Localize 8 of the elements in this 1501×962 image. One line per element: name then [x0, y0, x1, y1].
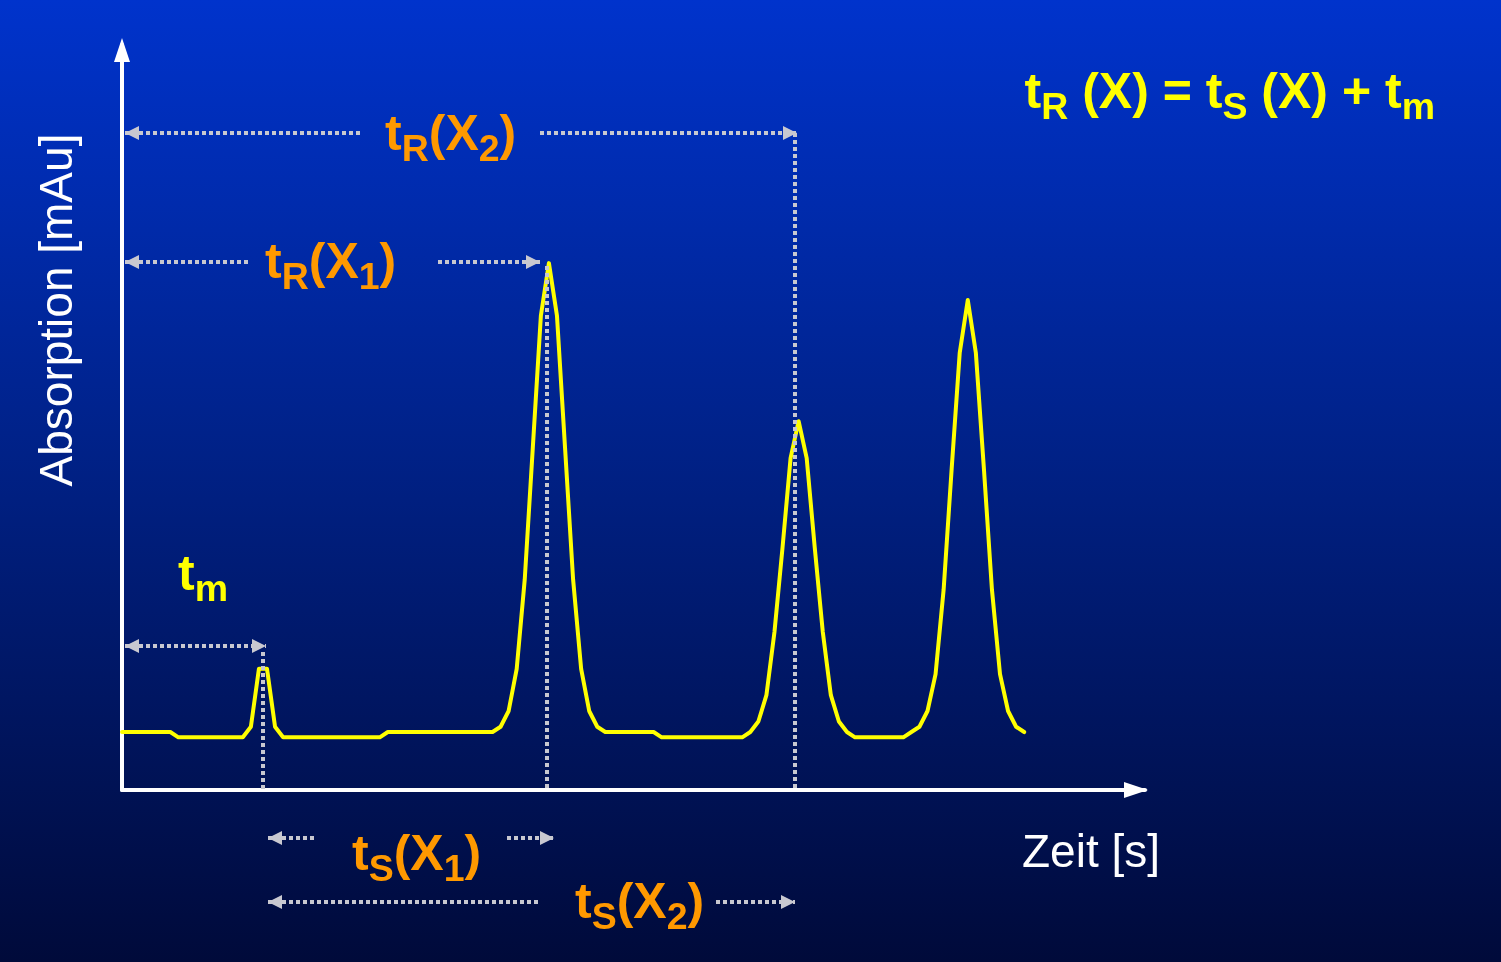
- text: t$_{S}$(X$_{2}$): [575, 873, 705, 938]
- annotation: t$_{m}$: [178, 545, 228, 610]
- y-axis-title: Absorption [mAu]: [30, 133, 82, 487]
- text: t$_{R}$ (X) = t$_{S}$ (X) + t$_{m}$: [1024, 63, 1435, 128]
- x-axis-title: Zeit [s]: [1022, 825, 1161, 877]
- text: t$_{R}$(X$_{2}$): [385, 105, 517, 170]
- annotation: t$_{R}$(X$_{1}$): [265, 233, 397, 298]
- text: t$_{S}$(X$_{1}$): [352, 825, 482, 890]
